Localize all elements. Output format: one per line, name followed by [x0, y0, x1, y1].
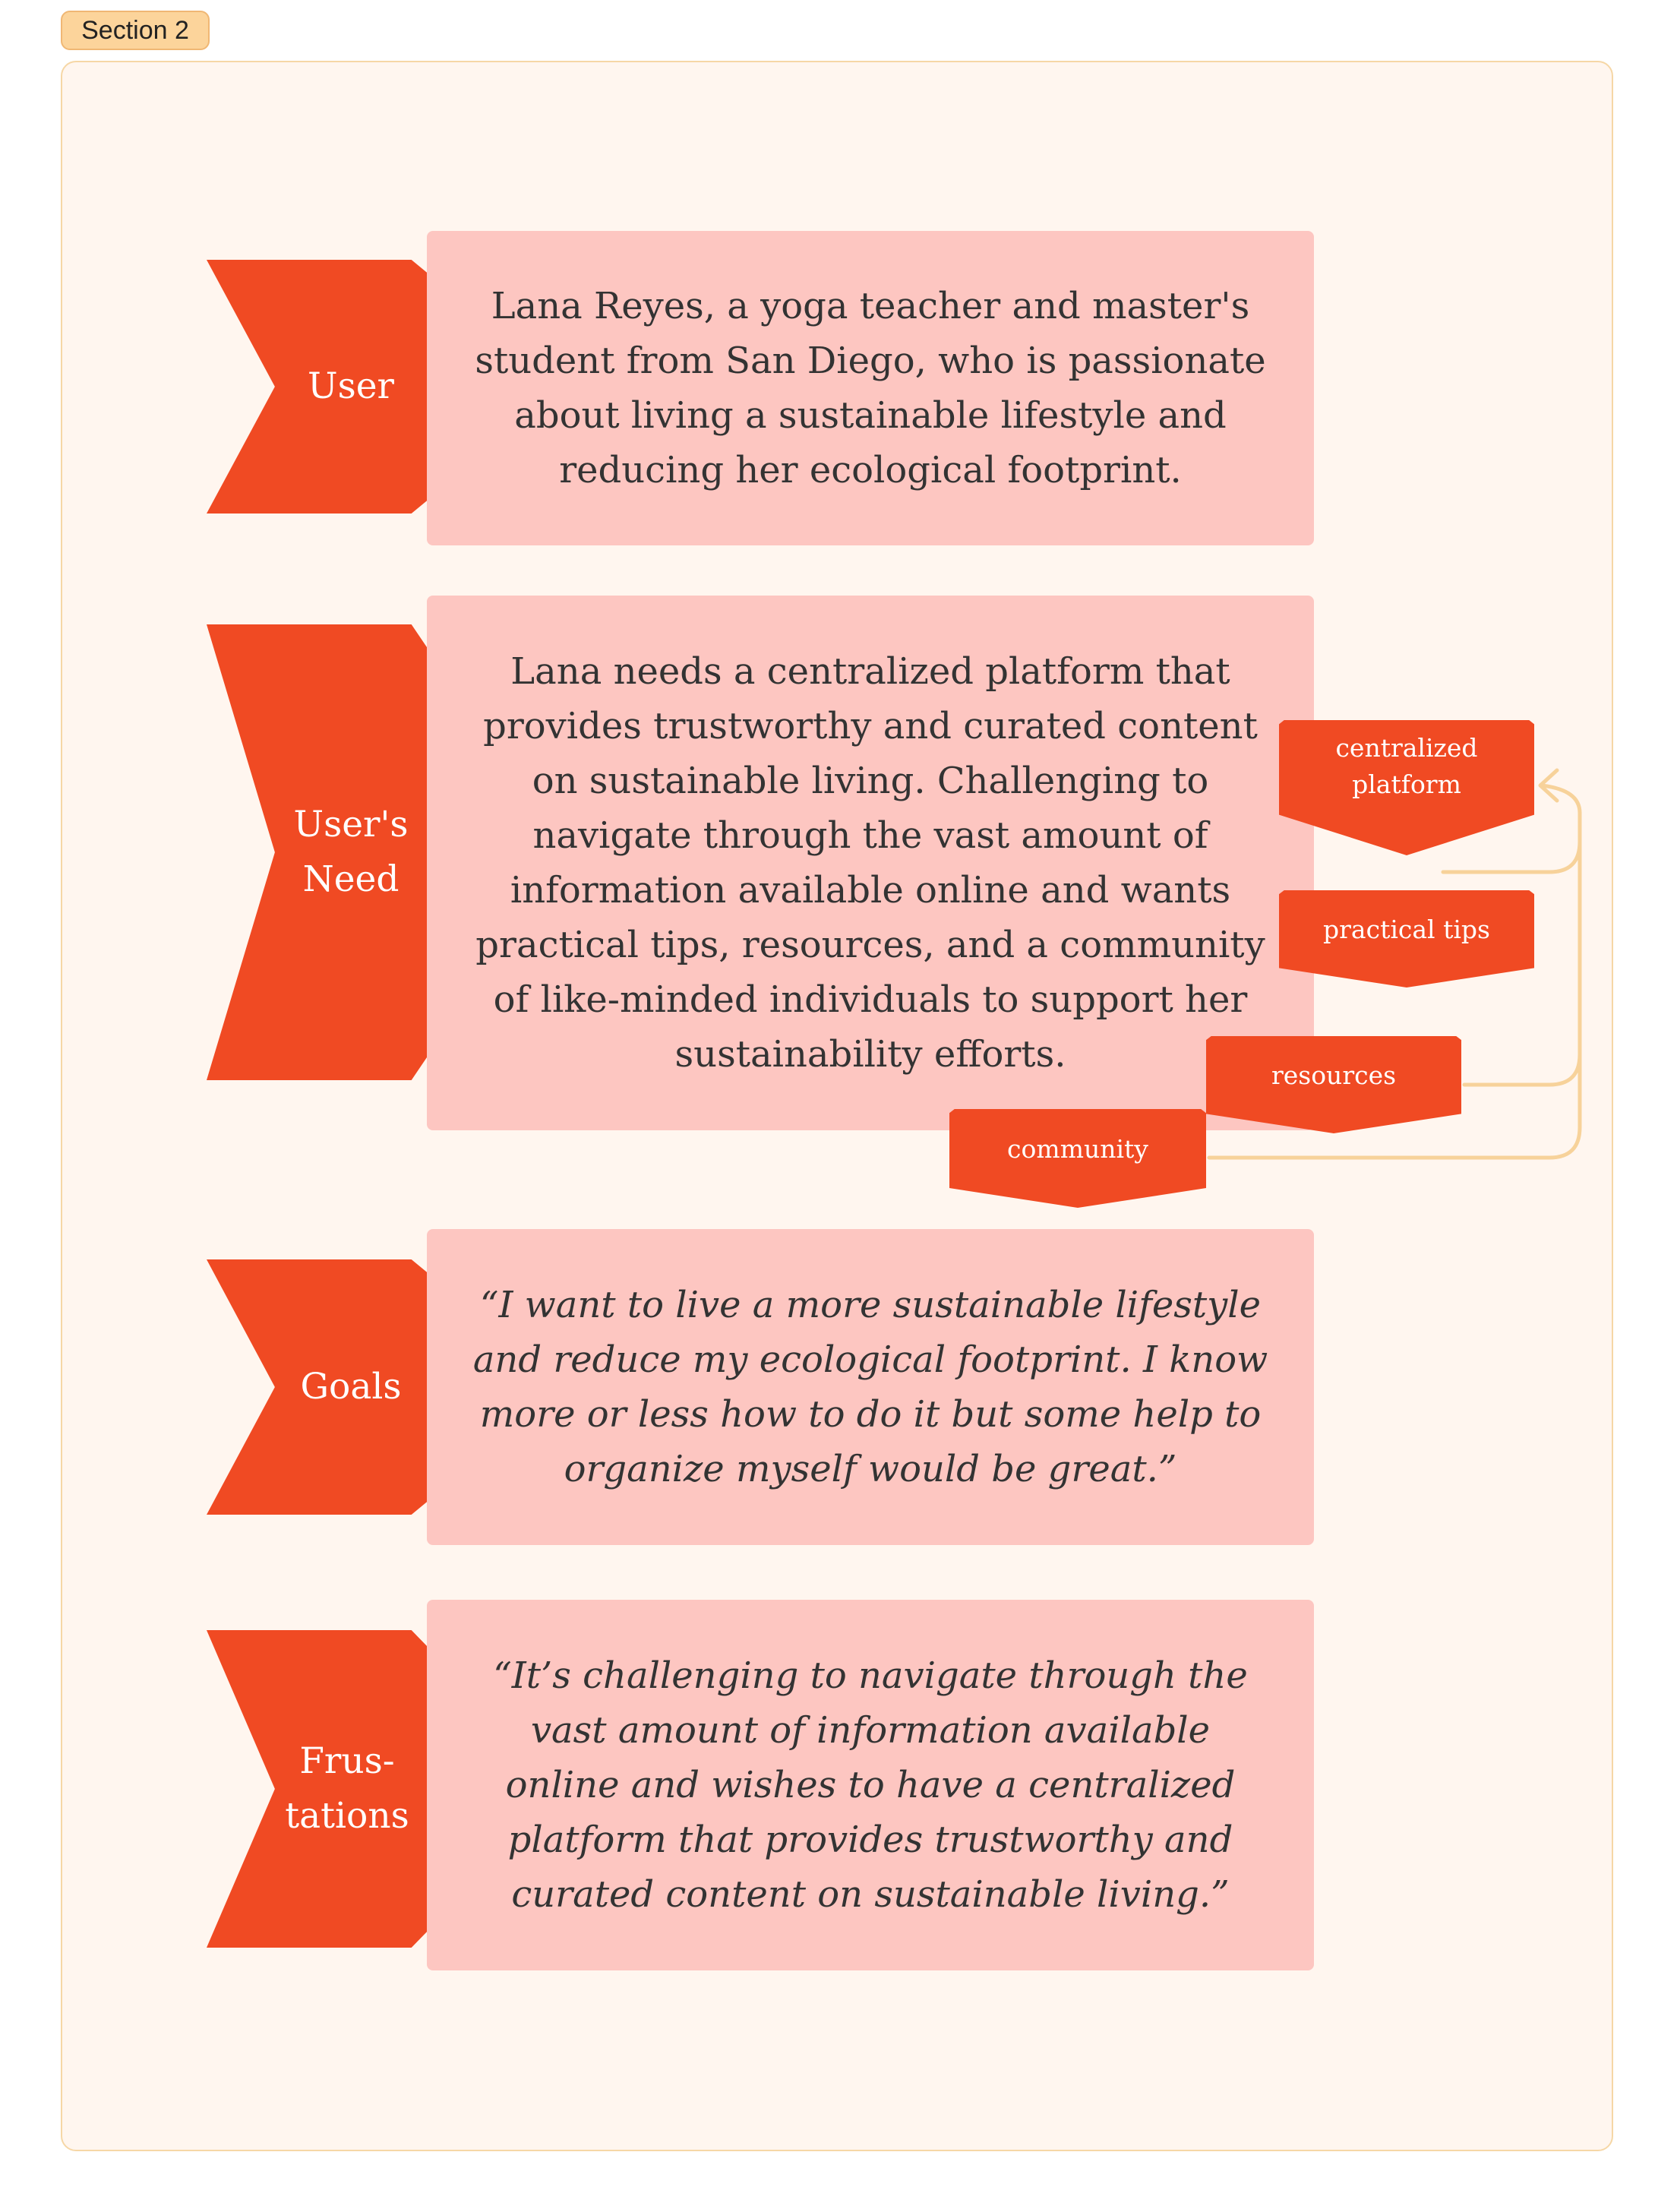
- connector-main: [1540, 783, 1582, 815]
- card-goals: “I want to live a more sustainable lifes…: [427, 1229, 1314, 1545]
- card-frustrations: “It’s challenging to navigate through th…: [427, 1600, 1314, 1970]
- section-tag: Section 2: [61, 11, 210, 50]
- connector-community: [1207, 811, 1582, 1160]
- tag-resources: resources: [1206, 1036, 1461, 1133]
- tag-community: community: [949, 1109, 1206, 1208]
- card-user: Lana Reyes, a yoga teacher and master's …: [427, 231, 1314, 545]
- card-users-need: Lana needs a centralized platform that p…: [427, 596, 1314, 1130]
- arrow-head-icon: [1538, 768, 1559, 803]
- tag-practical-tips: practical tips: [1279, 890, 1534, 988]
